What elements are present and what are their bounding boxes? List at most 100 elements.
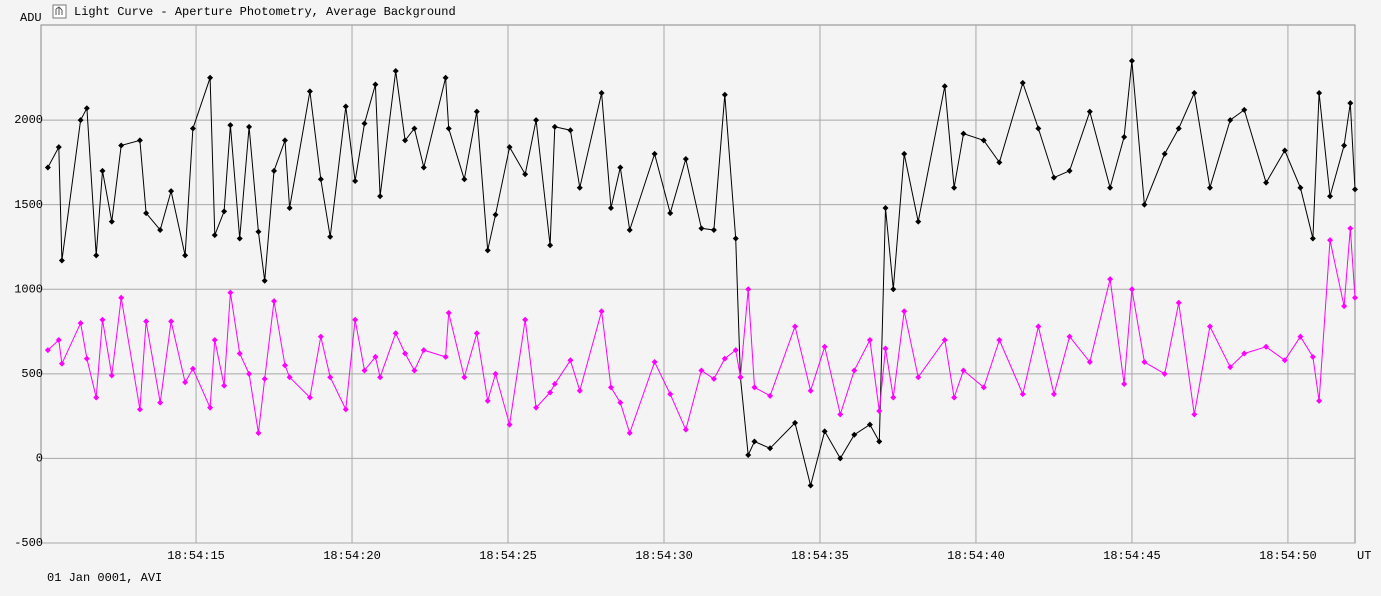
data-point: [352, 316, 359, 323]
data-point: [352, 177, 359, 184]
data-point: [55, 144, 62, 151]
data-point: [136, 406, 143, 413]
data-point: [1263, 179, 1270, 186]
data-point: [506, 421, 513, 428]
data-point: [372, 81, 379, 88]
data-point: [533, 117, 540, 124]
data-point: [1206, 323, 1213, 330]
data-point: [1241, 106, 1248, 113]
x-tick-label: 18:54:45: [1103, 549, 1161, 563]
y-tick-label: 500: [21, 367, 43, 381]
data-point: [1107, 184, 1114, 191]
data-point: [1141, 358, 1148, 365]
data-point: [255, 430, 262, 437]
data-point: [44, 164, 51, 171]
data-point: [1086, 108, 1093, 115]
data-point: [143, 318, 150, 325]
data-point: [207, 404, 214, 411]
data-point: [607, 205, 614, 212]
data-point: [306, 394, 313, 401]
data-point: [118, 294, 125, 301]
data-point: [598, 308, 605, 315]
data-point: [317, 176, 324, 183]
data-point: [698, 367, 705, 374]
data-point: [1121, 133, 1128, 140]
data-point: [1316, 397, 1323, 404]
data-point: [442, 74, 449, 81]
data-point: [44, 347, 51, 354]
data-point: [667, 391, 674, 398]
data-point: [1227, 364, 1234, 371]
data-point: [461, 176, 468, 183]
data-point: [445, 309, 452, 316]
data-point: [1352, 186, 1358, 193]
data-point: [1141, 201, 1148, 208]
data-point: [306, 88, 313, 95]
data-point: [533, 404, 540, 411]
data-point: [211, 232, 218, 239]
data-point: [1281, 357, 1288, 364]
data-point: [211, 336, 218, 343]
data-point: [157, 227, 164, 234]
data-point: [227, 122, 234, 129]
data-point: [484, 247, 491, 254]
data-point: [901, 308, 908, 315]
x-tick-label: 18:54:40: [947, 549, 1005, 563]
data-point: [915, 218, 922, 225]
data-point: [1309, 235, 1316, 242]
data-point: [617, 164, 624, 171]
data-point: [576, 184, 583, 191]
data-point: [83, 105, 90, 112]
data-point: [182, 252, 189, 259]
data-point: [271, 167, 278, 174]
data-point: [821, 343, 828, 350]
data-point: [901, 150, 908, 157]
x-tick-label: 18:54:20: [323, 549, 381, 563]
data-point: [682, 426, 689, 433]
data-point: [327, 374, 334, 381]
data-point: [1175, 299, 1182, 306]
data-point: [960, 130, 967, 137]
data-point: [576, 387, 583, 394]
y-tick-label: 1000: [14, 282, 43, 296]
data-point: [492, 370, 499, 377]
data-point: [522, 171, 529, 178]
data-point: [1086, 358, 1093, 365]
data-point: [286, 374, 293, 381]
data-point: [1191, 411, 1198, 418]
data-point: [1107, 276, 1114, 283]
data-point: [411, 125, 418, 132]
y-tick-label: 2000: [14, 113, 43, 127]
data-point: [377, 193, 384, 200]
data-point: [342, 406, 349, 413]
data-point: [1191, 90, 1198, 97]
data-point: [1281, 147, 1288, 154]
data-point: [473, 108, 480, 115]
data-point: [745, 452, 752, 459]
y-tick-label: 0: [36, 452, 43, 466]
data-point: [1050, 174, 1057, 181]
data-point: [168, 188, 175, 195]
data-point: [361, 120, 368, 127]
data-point: [941, 336, 948, 343]
data-point: [851, 367, 858, 374]
data-point: [402, 350, 409, 357]
data-point: [1227, 117, 1234, 124]
data-point: [93, 252, 100, 259]
data-point: [1066, 167, 1073, 174]
data-point: [547, 242, 554, 249]
data-point: [189, 365, 196, 372]
data-point: [915, 374, 922, 381]
data-point: [792, 323, 799, 330]
data-point: [1297, 333, 1304, 340]
data-point: [522, 316, 529, 323]
data-point: [1019, 391, 1026, 398]
data-point: [506, 144, 513, 151]
data-point: [108, 218, 115, 225]
data-point: [1341, 142, 1348, 149]
data-point: [484, 397, 491, 404]
data-point: [996, 336, 1003, 343]
data-point: [751, 384, 758, 391]
data-point: [745, 286, 752, 293]
